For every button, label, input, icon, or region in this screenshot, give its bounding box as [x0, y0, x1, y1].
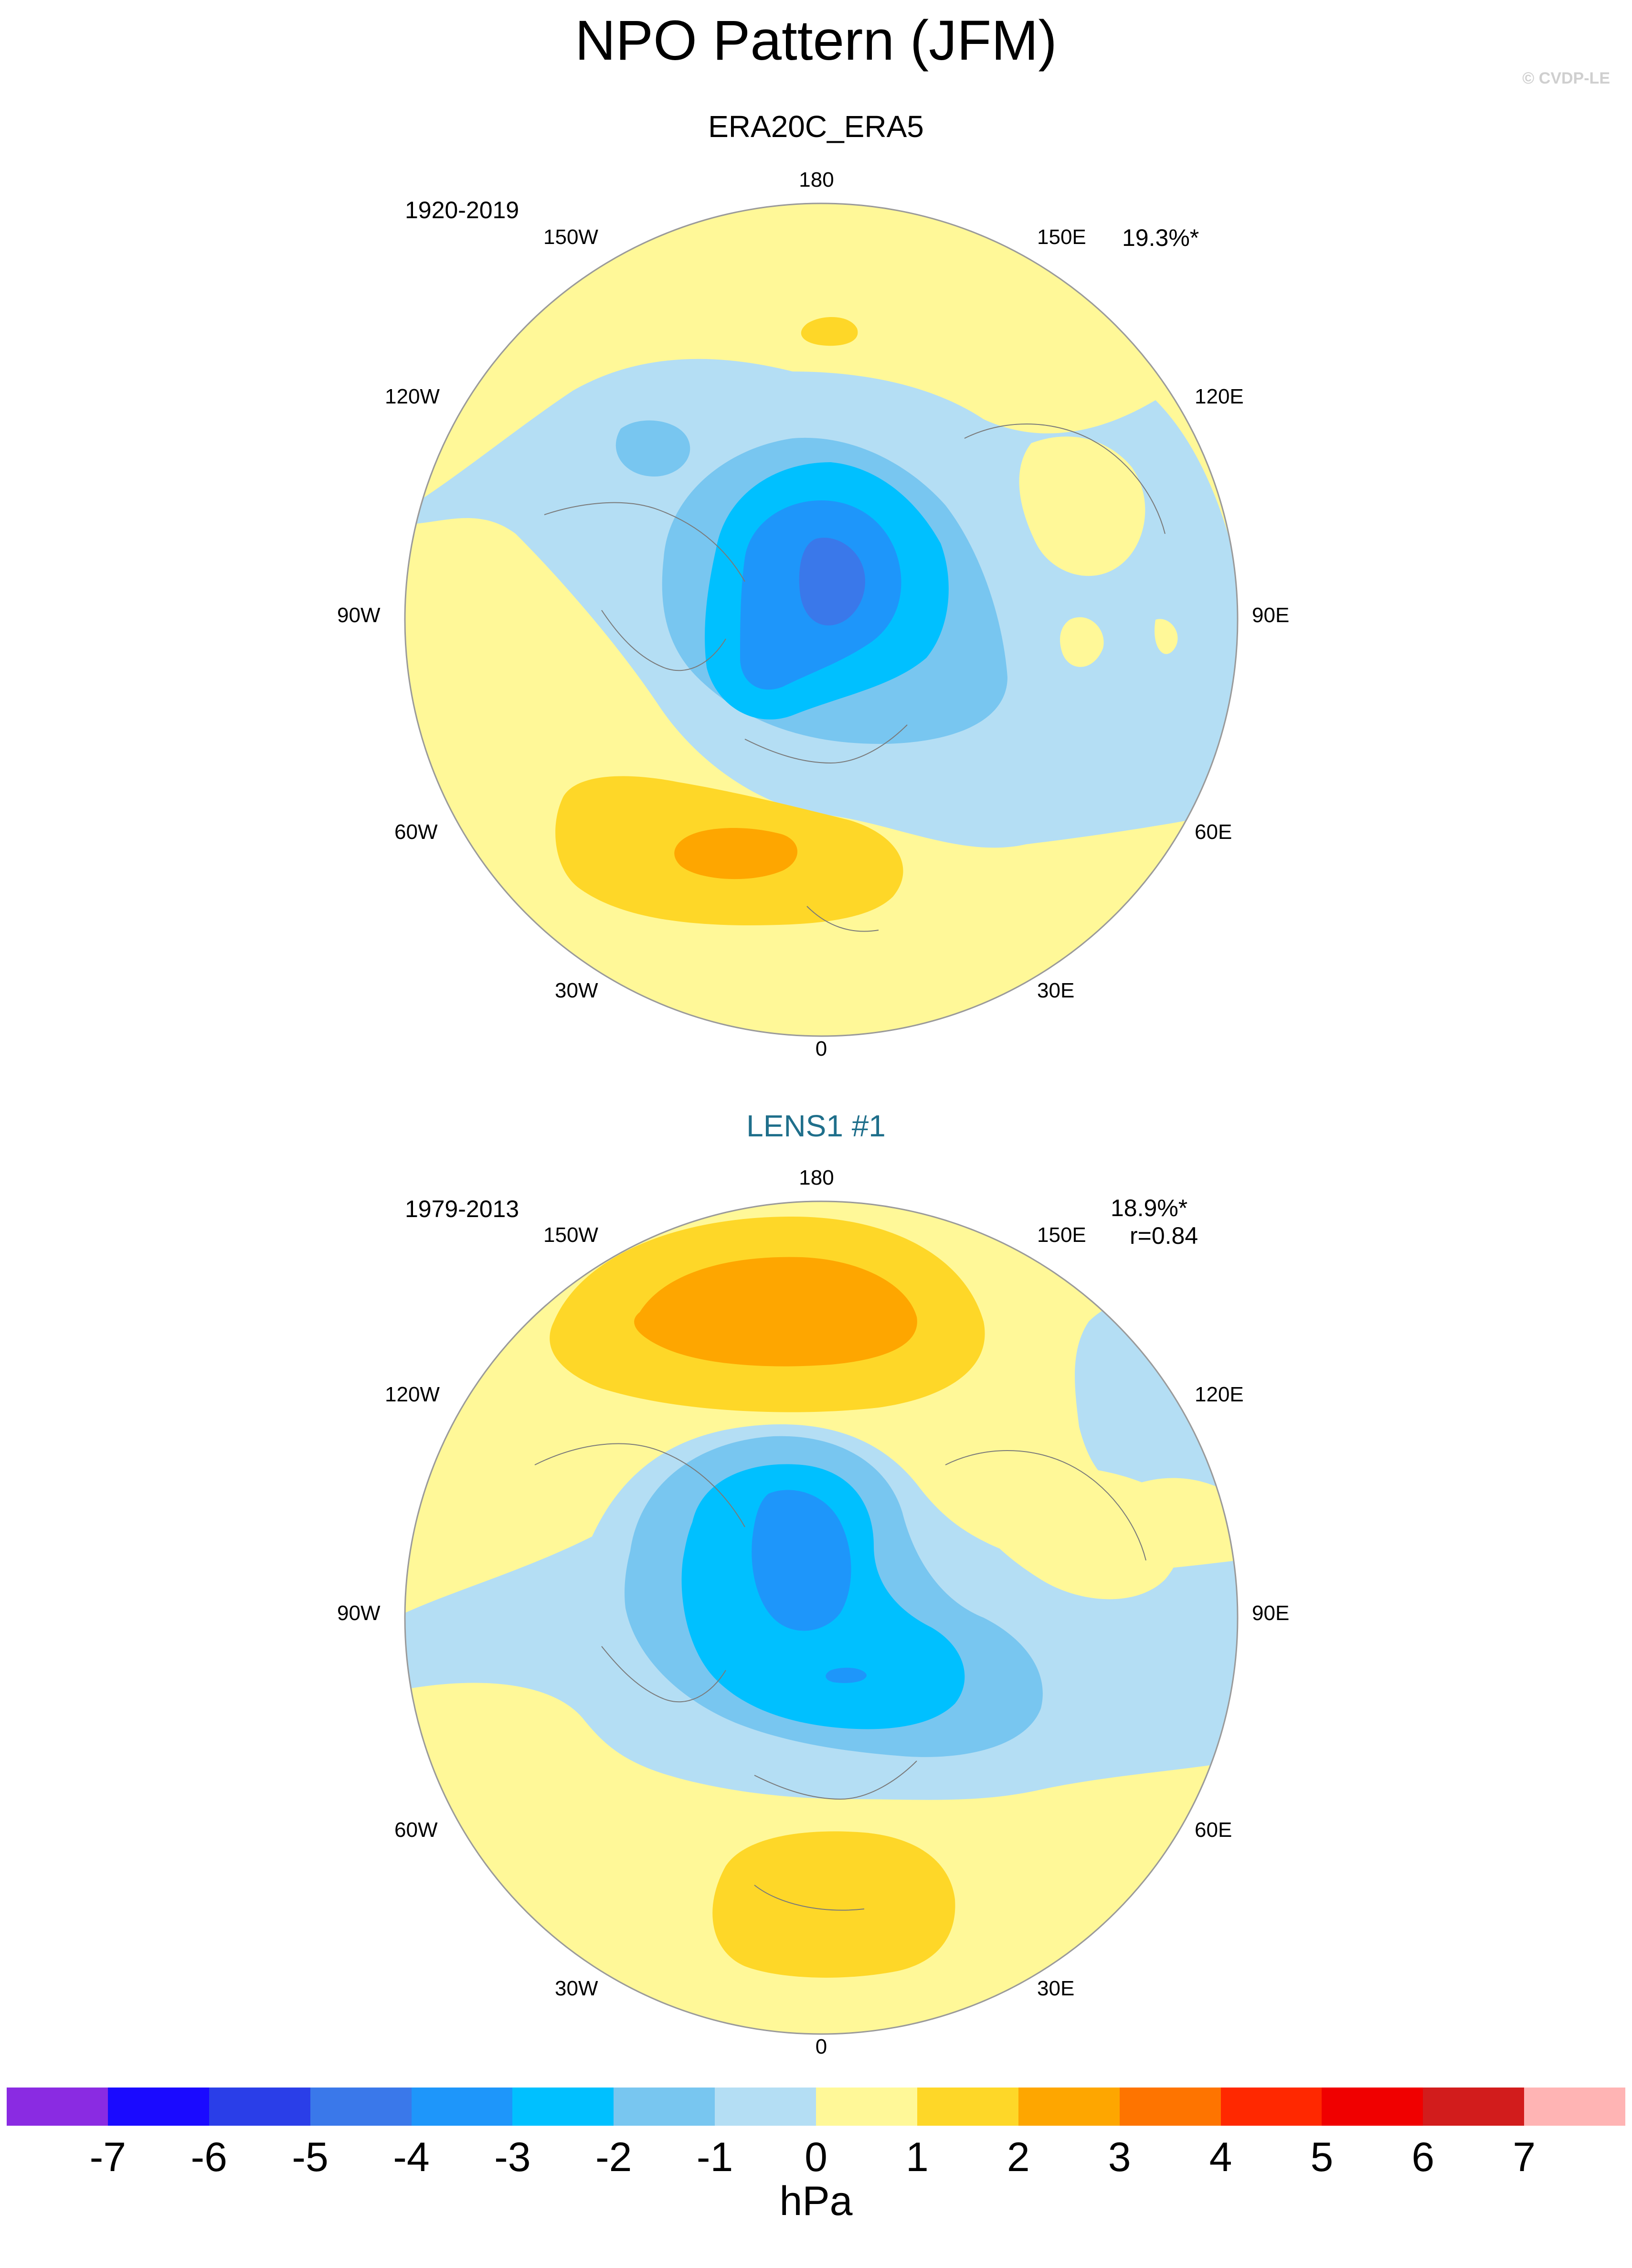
colorbar-tick-label: -1: [696, 2134, 733, 2180]
contour-minus4: [752, 1490, 851, 1631]
colorbar-box-15: [1524, 2088, 1625, 2126]
colorbar-box-8: [816, 2088, 917, 2126]
p1-lon-0: 0: [815, 1037, 827, 1060]
panel-2-title: LENS1 #1: [746, 1109, 886, 1143]
contour-plus1-europe: [712, 1831, 955, 1978]
p2-lon-90W: 90W: [337, 1601, 381, 1625]
p1-lon-60E: 60E: [1195, 820, 1232, 844]
p1-lon-90E: 90E: [1252, 604, 1290, 627]
p2-lon-60W: 60W: [394, 1818, 438, 1842]
colorbar-box-13: [1322, 2088, 1423, 2126]
p2-lon-180: 180: [799, 1166, 834, 1189]
colorbar-box-6: [614, 2088, 715, 2126]
panel-2-variance: 18.9%*: [1111, 1195, 1188, 1221]
p2-lon-150W: 150W: [543, 1223, 598, 1247]
colorbar-box-4: [411, 2088, 513, 2126]
colorbar-tick-label: -7: [89, 2134, 127, 2180]
p1-lon-120E: 120E: [1195, 385, 1244, 408]
p1-lon-120W: 120W: [385, 385, 440, 408]
colorbar-box-12: [1220, 2088, 1322, 2126]
panel-1-variance: 19.3%*: [1122, 224, 1199, 251]
panel-2-years: 1979-2013: [405, 1196, 519, 1222]
colorbar-tick-label: 2: [1007, 2134, 1030, 2180]
p2-lon-60E: 60E: [1195, 1818, 1232, 1842]
colorbar-box-9: [917, 2088, 1018, 2126]
p1-lon-30W: 30W: [555, 979, 598, 1002]
colorbar: [7, 2088, 1625, 2126]
colorbar-tick-label: -5: [292, 2134, 329, 2180]
colorbar-tick-label: 4: [1209, 2134, 1232, 2180]
contour-plus2: [674, 828, 797, 880]
colorbar-tick-label: 3: [1108, 2134, 1131, 2180]
colorbar-box-11: [1119, 2088, 1221, 2126]
p2-lon-90E: 90E: [1252, 1601, 1290, 1625]
p1-lon-90W: 90W: [337, 604, 381, 627]
contour-plus2-pacific: [634, 1257, 917, 1367]
colorbar-tick-label: 5: [1310, 2134, 1334, 2180]
panel-2-corr: r=0.84: [1130, 1222, 1198, 1249]
p1-lon-150E: 150E: [1037, 225, 1086, 249]
colorbar-tick-label: 1: [905, 2134, 929, 2180]
p1-lon-180: 180: [799, 168, 834, 191]
panel-2-polar-map: [404, 1200, 1239, 2035]
colorbar-box-3: [310, 2088, 412, 2126]
p2-lon-120W: 120W: [385, 1383, 440, 1406]
p2-lon-120E: 120E: [1195, 1383, 1244, 1406]
colorbar-box-5: [512, 2088, 614, 2126]
p1-lon-60W: 60W: [394, 820, 438, 844]
colorbar-box-0: [7, 2088, 108, 2126]
colorbar-tick-label: 6: [1411, 2134, 1435, 2180]
p2-lon-30E: 30E: [1037, 1977, 1075, 2000]
colorbar-tick-label: -4: [393, 2134, 430, 2180]
colorbar-box-14: [1423, 2088, 1525, 2126]
p1-lon-30E: 30E: [1037, 979, 1075, 1002]
p2-lon-0: 0: [815, 2035, 827, 2058]
colorbar-box-7: [715, 2088, 816, 2126]
p2-lon-30W: 30W: [555, 1977, 598, 2000]
colorbar-box-10: [1018, 2088, 1120, 2126]
panel-1-years: 1920-2019: [405, 197, 519, 223]
p2-lon-150E: 150E: [1037, 1223, 1086, 1247]
colorbar-tick-label: 0: [805, 2134, 827, 2180]
colorbar-units: hPa: [779, 2178, 853, 2224]
colorbar-tick-label: -3: [494, 2134, 531, 2180]
copyright-watermark: © CVDP-LE: [1522, 69, 1610, 87]
p1-lon-150W: 150W: [543, 225, 598, 249]
colorbar-tick-label: -6: [191, 2134, 227, 2180]
figure-title: NPO Pattern (JFM): [575, 9, 1057, 72]
colorbar-box-1: [107, 2088, 209, 2126]
panel-1-polar-map: [404, 202, 1239, 1037]
colorbar-tick-label: -2: [595, 2134, 632, 2180]
contour-minus5: [799, 538, 865, 625]
panel-1-title: ERA20C_ERA5: [708, 109, 924, 144]
colorbar-box-2: [209, 2088, 310, 2126]
colorbar-tick-label: 7: [1513, 2134, 1536, 2180]
